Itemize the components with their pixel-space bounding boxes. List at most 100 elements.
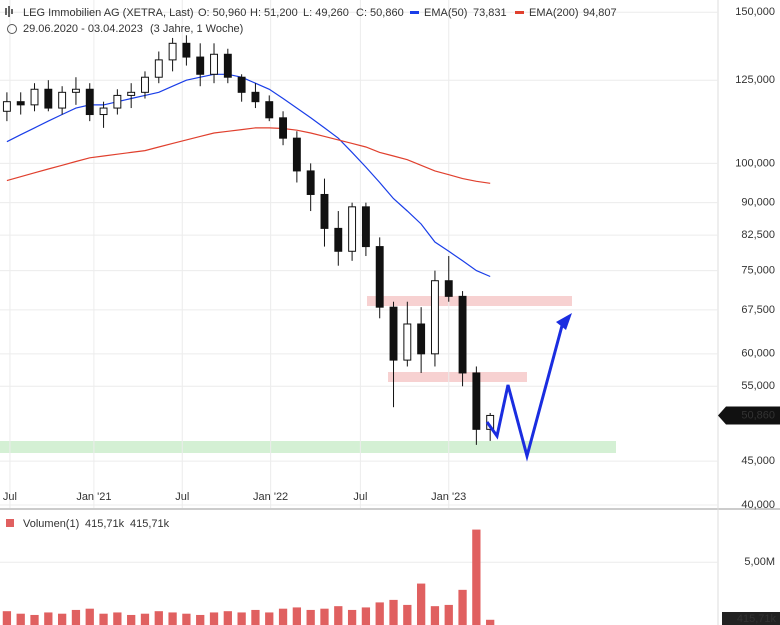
volume-legend: 415,71k <box>130 518 170 530</box>
y-tick-label: 150,000 <box>735 6 775 18</box>
candle-body <box>279 117 288 139</box>
resistance-zone <box>367 296 572 306</box>
candle-body <box>348 206 357 252</box>
volume-legend: 415,71k <box>85 518 125 530</box>
y-tick-label: 60,000 <box>741 348 775 360</box>
candle-body <box>58 91 67 109</box>
candle-body <box>141 76 149 93</box>
volume-bar <box>444 604 453 625</box>
candle-body <box>71 88 80 93</box>
candle-body <box>30 88 39 106</box>
x-tick-label: Jan '23 <box>431 491 466 503</box>
plot-bg <box>0 0 718 625</box>
volume-bar <box>458 589 467 625</box>
header: LEG Immobilien AG (XETRA, Last) O: 50,96… <box>5 6 404 35</box>
target-zone <box>0 441 616 453</box>
volume-bar <box>30 614 39 625</box>
y-tick-label: 40,000 <box>741 499 775 511</box>
candle-body <box>168 42 177 61</box>
legend-value: 94,807 <box>583 7 617 19</box>
candle-body <box>306 170 315 195</box>
forecast-arrow <box>485 313 572 462</box>
arrow-path <box>485 321 565 462</box>
candle-body <box>265 101 274 119</box>
support-zone <box>388 372 527 382</box>
icon <box>5 6 13 17</box>
price-badge <box>718 406 780 425</box>
title: LEG Immobilien AG (XETRA, Last) <box>23 7 194 19</box>
volume-title: Volumen(1) <box>23 518 79 530</box>
candle-body <box>154 59 163 78</box>
volume-bar <box>223 611 232 625</box>
ohlc: H: 51,200 <box>250 7 298 19</box>
legend-swatch <box>410 11 419 14</box>
volume-bar <box>127 614 136 625</box>
volume-bar <box>196 614 205 625</box>
volume-bar <box>265 612 274 625</box>
candle-body <box>444 280 453 297</box>
x-tick-label: Jan '21 <box>76 491 111 503</box>
arrow-head <box>556 313 572 330</box>
clock-icon <box>7 24 17 34</box>
period: (3 Jahre, 1 Woche) <box>150 23 243 35</box>
x-tick-label: Jan '22 <box>253 491 288 503</box>
y-tick-label: 90,000 <box>741 197 775 209</box>
x-tick-label: Jul <box>353 491 367 503</box>
annotations <box>0 296 616 453</box>
volume-bar <box>361 607 371 625</box>
volume-bar <box>71 609 81 625</box>
legend-swatch <box>6 519 14 527</box>
ohlc: L: 49,260 <box>303 7 349 19</box>
y-tick-label: 82,500 <box>741 229 775 241</box>
y-tick-label: 55,000 <box>741 380 775 392</box>
candle-body <box>196 56 205 75</box>
volume-bar <box>2 611 12 625</box>
ohlc: O: 50,960 <box>198 7 246 19</box>
volume-bar <box>389 599 398 625</box>
volume-bar <box>430 606 440 625</box>
volume-bar <box>140 613 150 625</box>
volume-bar <box>209 612 219 625</box>
volume-bar <box>44 612 53 625</box>
legend-label: EMA(200) <box>529 7 579 19</box>
volume-bar <box>16 613 25 625</box>
volume-bar <box>237 612 246 625</box>
volume-bar <box>85 608 94 625</box>
ohlc: C: 50,860 <box>356 7 404 19</box>
candle-body <box>85 88 94 116</box>
volume-bar <box>154 611 163 625</box>
y-tick-label: 67,500 <box>741 304 775 316</box>
volume-badge <box>722 612 780 625</box>
candle-body <box>430 280 439 355</box>
volume-bar <box>306 609 315 625</box>
volume-bar <box>168 612 177 625</box>
y-tick-label: 75,000 <box>741 265 775 277</box>
candle-body <box>44 88 53 109</box>
volume-bar <box>99 613 108 625</box>
candle-body <box>472 372 481 430</box>
volume-bar <box>320 608 329 625</box>
volume-bar <box>278 608 288 625</box>
volume-bar <box>375 602 384 625</box>
volume-bar <box>486 619 495 625</box>
candle-body <box>223 53 232 78</box>
ema-line <box>6 127 491 184</box>
volume-bar <box>347 609 357 625</box>
price-badge-label: 50,860 <box>741 409 775 421</box>
candle-body <box>375 246 384 308</box>
candle-body <box>99 107 108 116</box>
candle-body <box>127 91 136 96</box>
legend-label: EMA(50) <box>424 7 467 19</box>
volume-bar <box>113 612 122 625</box>
volume-bar <box>334 606 343 625</box>
candle-body <box>403 323 412 361</box>
candle-body <box>251 91 260 103</box>
y-tick-label: 45,000 <box>741 455 775 467</box>
candle-body <box>389 306 398 361</box>
volume-bar <box>416 583 426 625</box>
legend-swatch <box>515 11 524 14</box>
candle-body <box>2 101 11 112</box>
x-tick-label: Jul <box>3 491 17 503</box>
volume-bar <box>292 607 302 625</box>
